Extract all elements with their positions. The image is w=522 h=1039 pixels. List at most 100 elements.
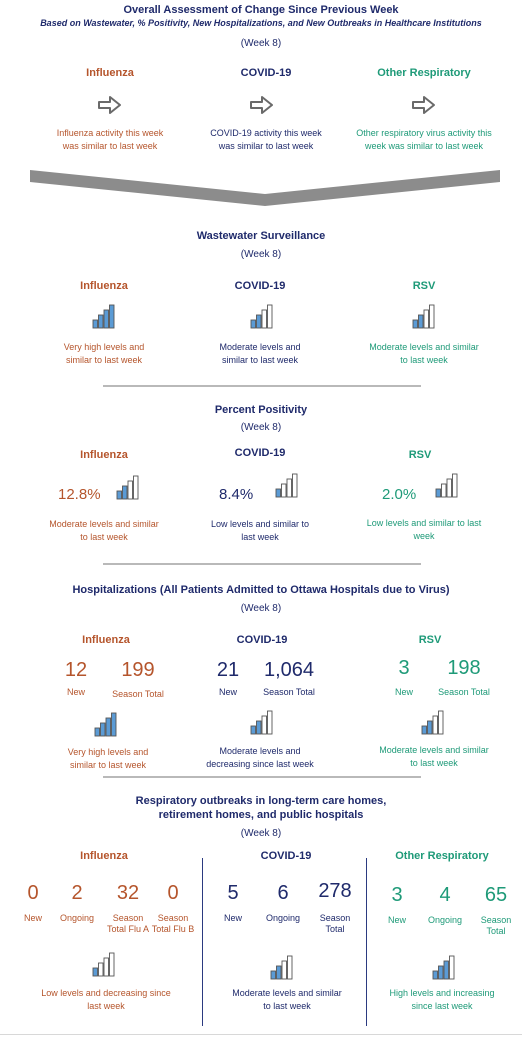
wastewater-influenza-desc: Very high levels and similar to last week <box>63 342 145 365</box>
positivity-influenza-desc: Moderate levels and similar to last week <box>49 519 159 542</box>
overall-influenza-desc: Influenza activity this week was similar … <box>56 128 164 151</box>
level-bar <box>133 475 139 500</box>
positivity-rsv-desc: Low levels and similar to last week <box>366 518 482 541</box>
level-bar <box>261 715 267 735</box>
outbreaks-influenza-stat-label: Season Total Flu B <box>151 913 195 934</box>
outbreaks-influenza-stat-value: 2 <box>71 882 83 904</box>
overall-other-desc: Other respiratory virus activity this wee… <box>356 128 492 151</box>
level-bar <box>270 970 276 980</box>
outbreaks-other-stat-value: 4 <box>439 884 451 906</box>
bar-level-icon <box>94 712 117 737</box>
level-bar <box>261 309 267 329</box>
hosp-rsv-new: 3 <box>398 657 410 679</box>
overall-title: Overall Assessment of Change Since Previ… <box>123 4 399 16</box>
positivity-rsv-head: RSV <box>408 449 432 461</box>
level-bar <box>103 957 109 977</box>
hosp-influenza-season: 199 <box>121 659 155 681</box>
overall-other-head: Other Respiratory <box>377 67 471 79</box>
hosp-rsv-season-label: Season Total <box>438 687 490 697</box>
wastewater-title: Wastewater Surveillance <box>196 230 326 242</box>
wastewater-rsv-head: RSV <box>412 280 436 292</box>
column-divider <box>202 858 203 1026</box>
positivity-week: (Week 8) <box>240 422 282 433</box>
outbreaks-covid-stat-value: 6 <box>277 882 289 904</box>
positivity-title: Percent Positivity <box>214 404 308 416</box>
outbreaks-influenza-stat-label: Ongoing <box>59 913 95 923</box>
outbreaks-other-stat-label: New <box>387 915 406 925</box>
right-arrow-icon <box>412 96 435 114</box>
outbreaks-influenza-stat-value: 32 <box>116 882 140 904</box>
level-bar <box>116 490 122 500</box>
outbreaks-covid-head: COVID-19 <box>260 850 312 862</box>
positivity-rsv-value: 2.0% <box>382 486 417 503</box>
bar-level-icon <box>275 473 298 498</box>
bar-level-icon <box>116 475 139 500</box>
outbreaks-other-head: Other Respiratory <box>395 850 489 862</box>
hosp-covid-new-label: New <box>218 687 237 697</box>
overall-covid-desc: COVID-19 activity this week was similar t… <box>210 128 322 151</box>
hosp-influenza-desc: Very high levels and similar to last week <box>67 747 149 770</box>
hosp-covid-season-label: Season Total <box>263 687 315 697</box>
outbreaks-other-stat-value: 65 <box>484 884 508 906</box>
level-bar <box>452 473 458 498</box>
hosp-influenza-season-label: Season Total <box>112 689 164 699</box>
hosp-rsv-desc: Moderate levels and similar to last week <box>379 745 489 768</box>
level-bar <box>449 955 455 980</box>
hosp-influenza-new-label: New <box>66 687 85 697</box>
level-bar <box>98 962 104 977</box>
level-bar <box>98 314 104 329</box>
bar-level-icon <box>250 304 273 329</box>
level-bar <box>446 478 452 498</box>
bar-level-icon <box>432 955 455 980</box>
level-bar <box>276 965 282 980</box>
outbreaks-other-stat-label: Ongoing <box>427 915 463 925</box>
level-bar <box>286 478 292 498</box>
level-bar <box>103 309 109 329</box>
level-bar <box>292 473 298 498</box>
level-bar <box>267 710 273 735</box>
section-divider <box>103 385 421 387</box>
level-bar <box>287 955 293 980</box>
level-bar <box>250 725 256 735</box>
level-bar <box>418 314 424 329</box>
level-bar <box>127 480 133 500</box>
hosp-covid-season: 1,064 <box>263 659 315 681</box>
level-bar <box>100 722 106 737</box>
wastewater-covid-desc: Moderate levels and similar to last week <box>219 342 301 365</box>
level-bar <box>250 319 256 329</box>
bar-level-icon <box>250 710 273 735</box>
section-divider <box>103 776 421 778</box>
bar-level-icon <box>421 710 444 735</box>
outbreaks-other-stat-label: Season Total <box>480 915 512 936</box>
level-bar <box>429 304 435 329</box>
bar-level-icon <box>412 304 435 329</box>
hosp-rsv-season: 198 <box>447 657 481 679</box>
level-bar <box>275 488 281 498</box>
right-arrow-icon <box>98 96 121 114</box>
level-bar <box>443 960 449 980</box>
level-bar <box>256 314 262 329</box>
chevron-down-divider <box>30 170 500 206</box>
hospitalizations-week: (Week 8) <box>240 603 282 614</box>
level-bar <box>435 488 441 498</box>
overall-subtitle: Based on Wastewater, % Positivity, New H… <box>40 18 482 28</box>
outbreaks-week: (Week 8) <box>240 828 282 839</box>
outbreaks-influenza-head: Influenza <box>80 850 128 862</box>
outbreaks-influenza-stat-label: New <box>23 913 42 923</box>
level-bar <box>267 304 273 329</box>
column-divider <box>366 858 367 1026</box>
level-bar <box>281 483 287 498</box>
outbreaks-covid-desc: Moderate levels and similar to last week <box>232 988 342 1011</box>
level-bar <box>423 309 429 329</box>
outbreaks-other-stat-value: 3 <box>391 884 403 906</box>
outbreaks-title-line2: retirement homes, and public hospitals <box>158 809 364 821</box>
level-bar <box>122 485 128 500</box>
overall-week: (Week 8) <box>240 38 282 49</box>
level-bar <box>105 717 111 737</box>
hosp-rsv-new-label: New <box>394 687 413 697</box>
outbreaks-covid-stat-value: 278 <box>318 880 352 902</box>
level-bar <box>432 715 438 735</box>
outbreaks-influenza-stat-value: 0 <box>167 882 179 904</box>
hospitalizations-title: Hospitalizations (All Patients Admitted … <box>72 584 450 596</box>
hosp-rsv-head: RSV <box>418 634 442 646</box>
